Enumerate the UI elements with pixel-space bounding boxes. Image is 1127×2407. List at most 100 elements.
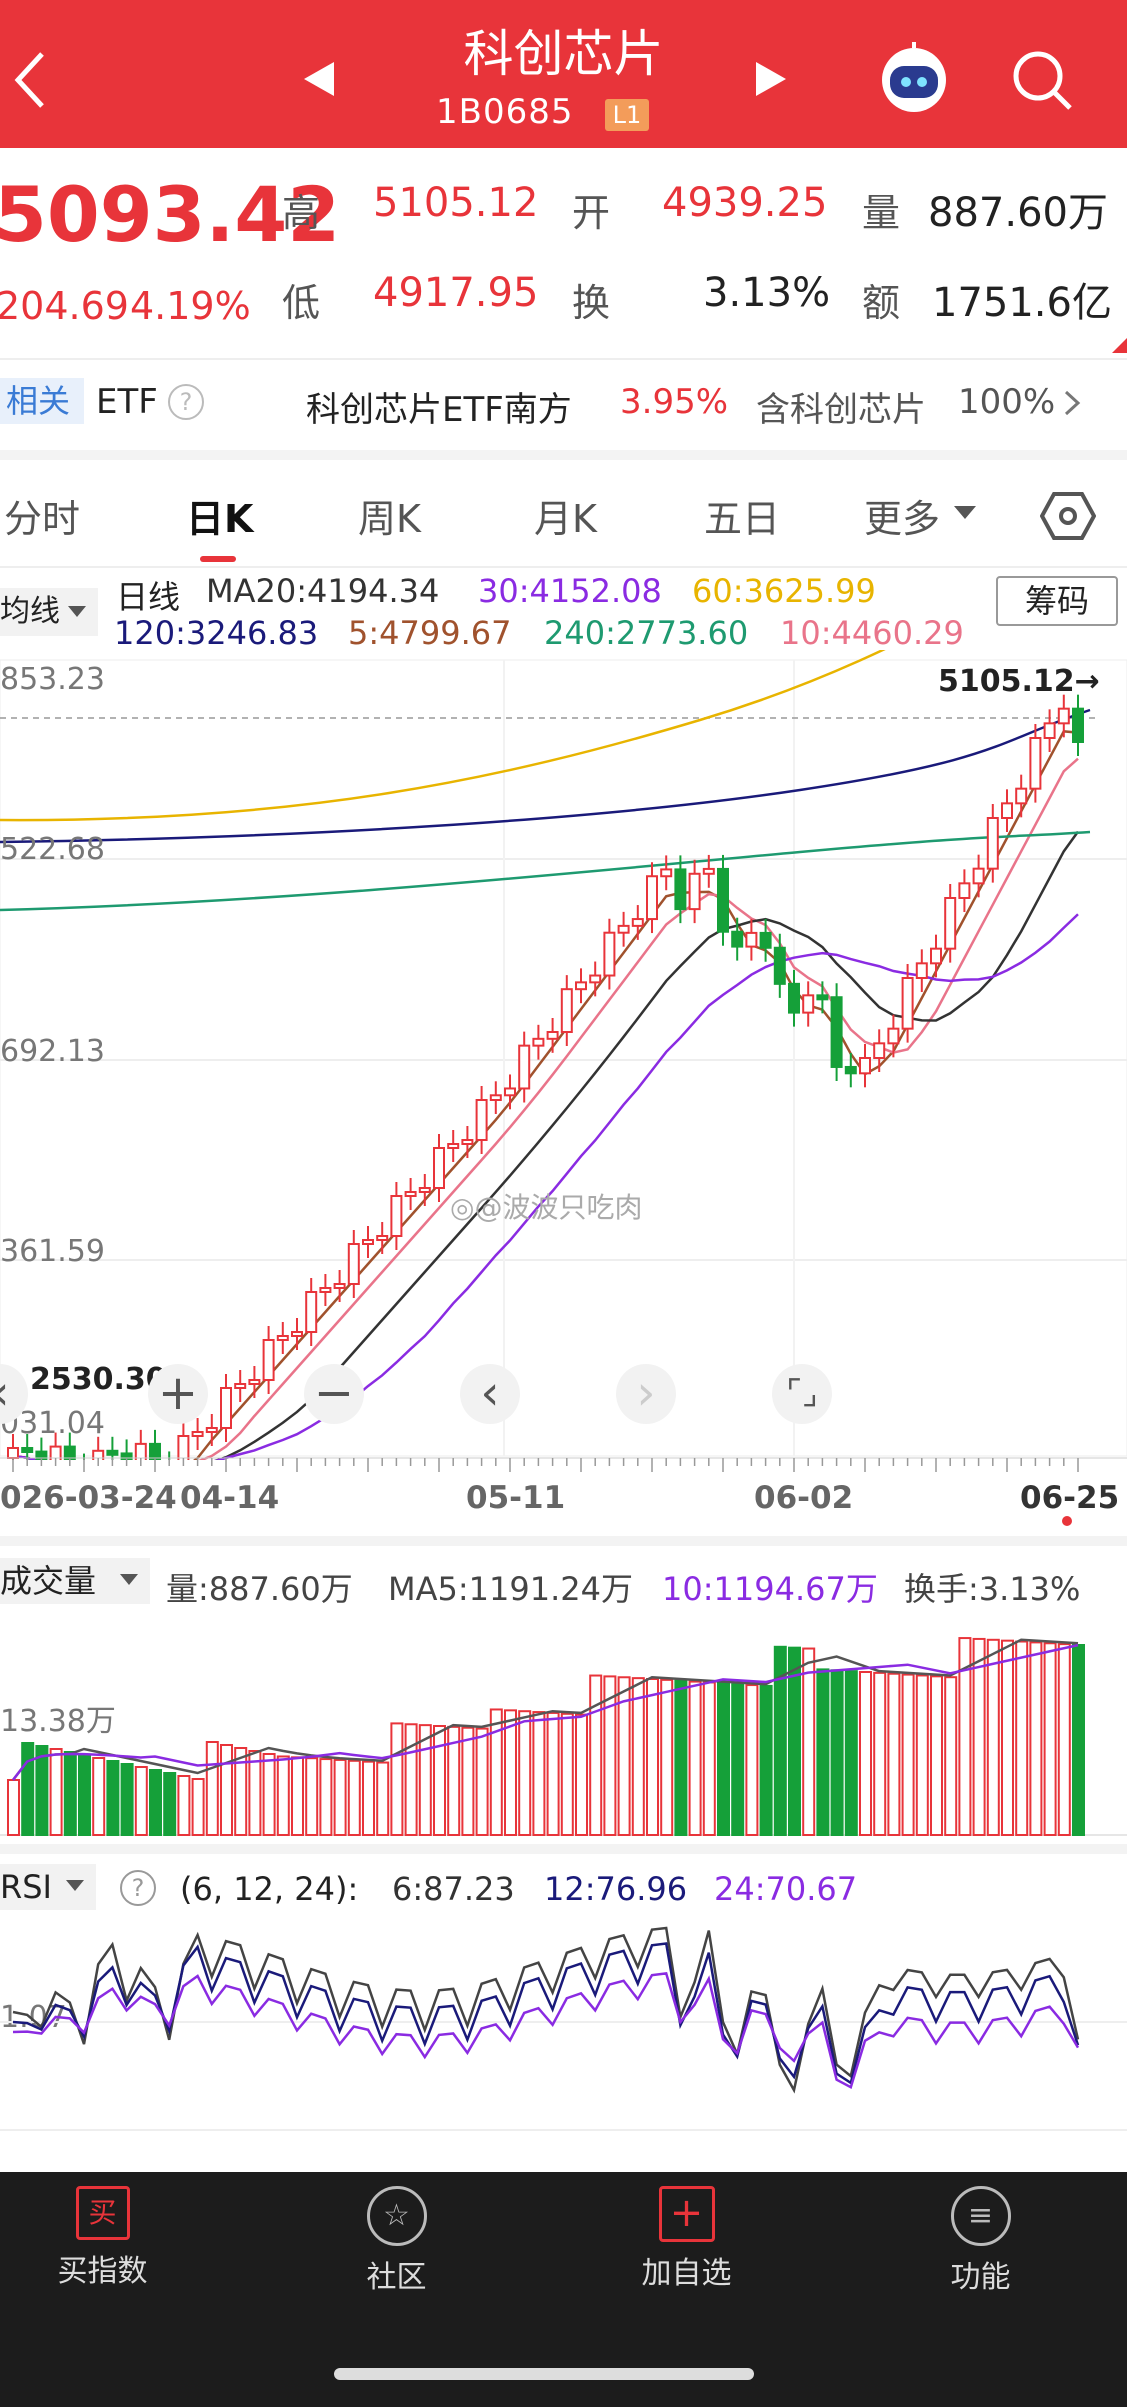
high-value: 5105.12 xyxy=(373,180,539,226)
rsi-indicator-toggle[interactable]: RSI xyxy=(0,1864,96,1910)
turnover-label: 换 xyxy=(572,281,611,325)
candle xyxy=(986,817,999,870)
candle xyxy=(234,1383,247,1389)
rsi-line xyxy=(12,1926,1080,2094)
volume-bar xyxy=(262,1753,276,1836)
volume-bar xyxy=(305,1757,319,1836)
x-axis-label-4: 06-02 xyxy=(754,1480,854,1516)
tab-daily-k[interactable]: 日K xyxy=(186,497,254,541)
candle xyxy=(1001,802,1013,819)
volume-bar xyxy=(92,1757,106,1836)
zoom-out-button[interactable]: − xyxy=(304,1364,364,1424)
candle xyxy=(759,931,772,949)
volume-indicator-toggle[interactable]: 成交量 xyxy=(0,1558,150,1604)
zoom-in-button[interactable]: + xyxy=(148,1364,208,1424)
turnover-value: 3.13% xyxy=(703,270,831,316)
tab-monthly-k[interactable]: 月K xyxy=(534,497,597,541)
candle xyxy=(731,930,744,948)
home-indicator xyxy=(334,2368,754,2380)
candle xyxy=(262,1339,275,1381)
next-stock-icon[interactable] xyxy=(754,60,790,98)
volume-bar xyxy=(475,1727,489,1836)
etf-fund-name[interactable]: 科创芯片ETF南方 xyxy=(306,390,572,430)
volume-ma-line xyxy=(12,1643,1079,1781)
chip-distribution-button[interactable]: 筹码 xyxy=(996,576,1118,626)
tab-more[interactable]: 更多 xyxy=(864,497,941,541)
fullscreen-button[interactable]: ⌜⌟ xyxy=(772,1364,832,1424)
volume-bar xyxy=(830,1669,844,1836)
candle xyxy=(291,1331,303,1337)
candle xyxy=(1057,707,1070,725)
functions-button[interactable]: ≡ 功能 xyxy=(840,2172,1121,2296)
candle xyxy=(177,1435,190,1460)
ma-toggle[interactable]: 均线 xyxy=(0,588,98,636)
volume-bar xyxy=(7,1779,20,1836)
add-watchlist-label: 加自选 xyxy=(641,2256,732,2291)
candle xyxy=(475,1099,488,1141)
etf-fund-change: 3.95% xyxy=(620,382,729,422)
tab-five-day[interactable]: 五日 xyxy=(704,497,781,541)
volume-chart[interactable] xyxy=(0,1610,1127,1836)
etf-label[interactable]: ETF xyxy=(96,382,158,422)
volume-bar xyxy=(844,1670,858,1836)
candle xyxy=(646,875,658,921)
back-icon[interactable] xyxy=(10,48,50,112)
rsi-caret-icon[interactable] xyxy=(66,1880,84,1892)
candle xyxy=(134,1442,147,1460)
candle xyxy=(305,1291,318,1333)
corner-mark xyxy=(1112,338,1127,353)
rsi-chart[interactable] xyxy=(0,1912,1127,2132)
open-value: 4939.25 xyxy=(662,180,828,226)
more-caret-icon[interactable] xyxy=(954,506,976,520)
volume-bar xyxy=(1029,1641,1043,1836)
volume-bar xyxy=(631,1677,645,1836)
volume-bar xyxy=(149,1769,162,1836)
chevron-right-icon[interactable] xyxy=(1060,388,1084,418)
kline-chart[interactable] xyxy=(0,650,1127,1460)
volume-bar xyxy=(220,1744,233,1836)
add-watchlist-button[interactable]: + 加自选 xyxy=(546,2172,827,2292)
volume-bar xyxy=(745,1684,759,1836)
volume-bar xyxy=(418,1724,432,1836)
volume-bar xyxy=(702,1681,716,1836)
tab-weekly-k[interactable]: 周K xyxy=(358,497,421,541)
ma240-legend: 240:2773.60 xyxy=(544,614,749,652)
tab-intraday[interactable]: 分时 xyxy=(4,497,81,541)
volume-bar xyxy=(717,1682,730,1836)
related-tag[interactable]: 相关 xyxy=(0,378,84,424)
buy-index-button[interactable]: 买 买指数 xyxy=(0,2172,243,2290)
pan-right-button[interactable]: › xyxy=(616,1364,676,1424)
rsi24-value: 24:70.67 xyxy=(714,1870,858,1908)
volume-bar xyxy=(802,1647,816,1836)
pan-left-button[interactable]: ‹ xyxy=(460,1364,520,1424)
watermark-text: ◎@波波只吃肉 xyxy=(450,1191,643,1224)
holding-label[interactable]: 含科创芯片 xyxy=(756,390,926,430)
candle xyxy=(21,1447,34,1453)
low-label: 低 xyxy=(282,281,321,325)
volume-bar xyxy=(731,1683,745,1836)
candle xyxy=(589,974,602,984)
y-axis-label-3: 692.13 xyxy=(0,1034,105,1069)
volume-caret-icon[interactable] xyxy=(120,1574,138,1586)
help-icon[interactable]: ? xyxy=(168,384,204,420)
volume-bar xyxy=(177,1775,191,1836)
buy-index-label: 买指数 xyxy=(57,2254,148,2289)
search-icon[interactable] xyxy=(1010,48,1076,114)
rsi-line xyxy=(12,1972,1080,2090)
divider xyxy=(0,566,1127,568)
prev-stock-icon[interactable] xyxy=(300,60,336,98)
community-star-icon: ☆ xyxy=(366,2186,427,2246)
settings-hexagon-icon[interactable] xyxy=(1040,490,1096,542)
volume-bar xyxy=(603,1675,617,1836)
candle xyxy=(276,1335,289,1341)
robot-assistant-icon[interactable] xyxy=(876,40,952,116)
bottom-toolbar xyxy=(0,2172,1127,2407)
candle xyxy=(901,977,914,1030)
community-button[interactable]: ☆ 社区 xyxy=(256,2172,537,2296)
rsi-help-icon[interactable]: ? xyxy=(120,1870,156,1906)
candle xyxy=(1072,707,1084,743)
volume-bar xyxy=(788,1646,801,1836)
y-axis-label-1: 853.23 xyxy=(0,662,105,697)
ma-caret-icon[interactable] xyxy=(68,606,86,618)
volume-bar xyxy=(49,1748,63,1836)
